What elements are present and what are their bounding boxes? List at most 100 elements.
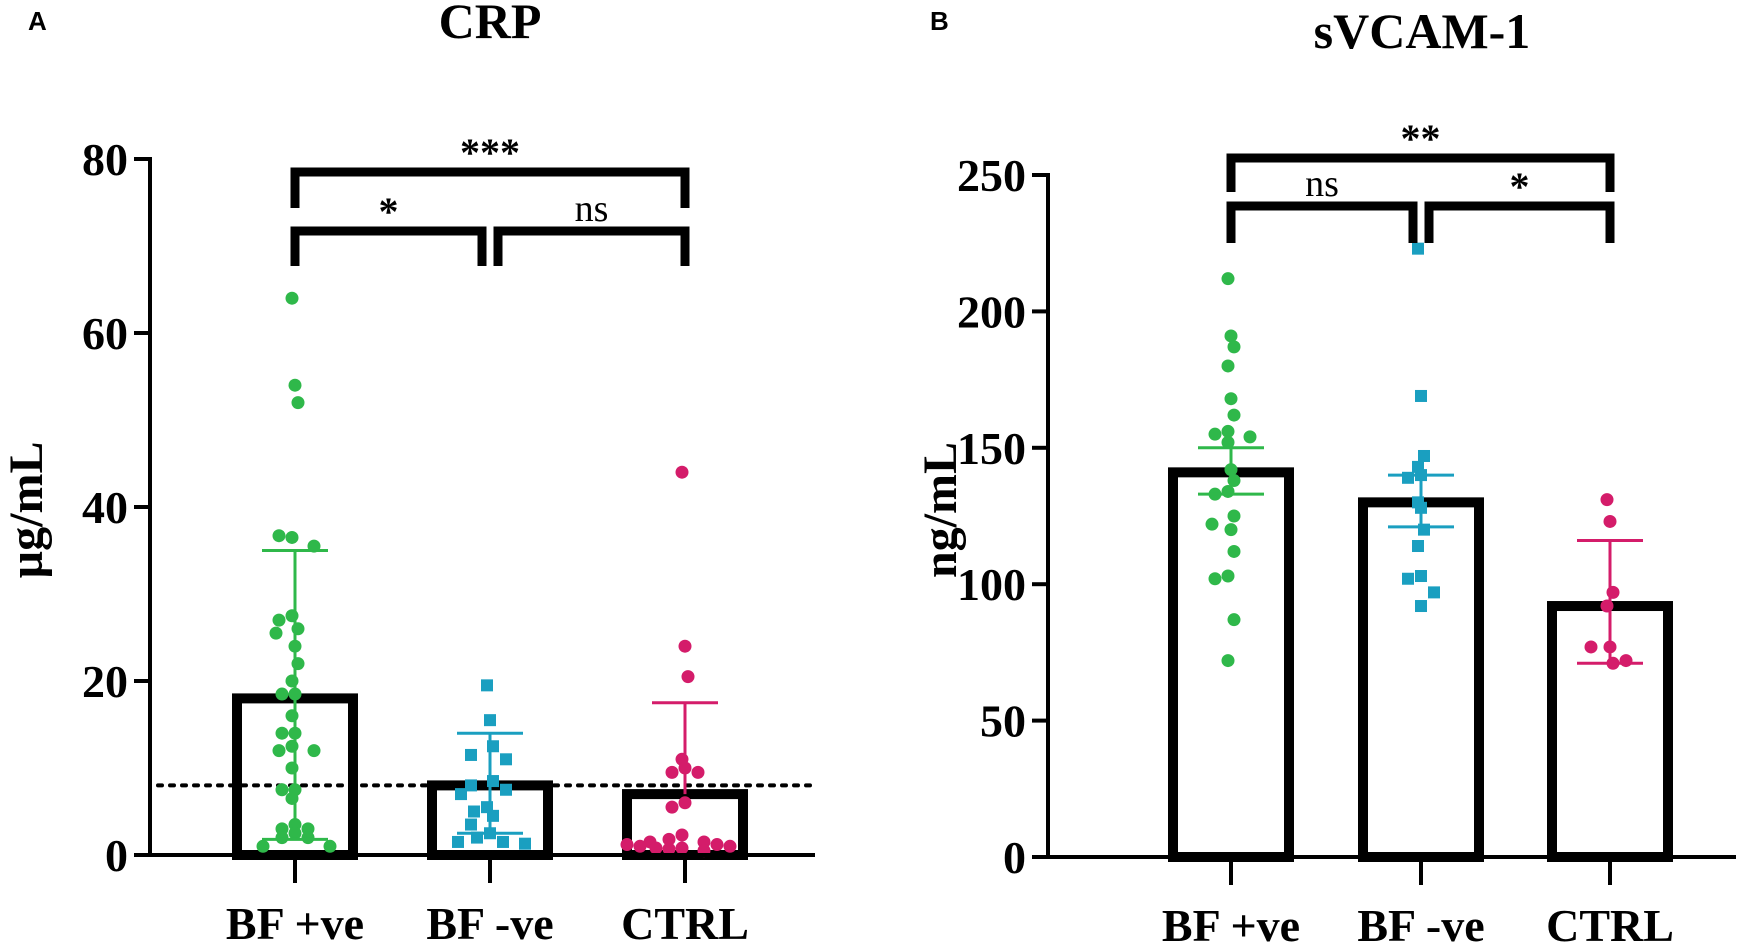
data-point	[288, 378, 302, 392]
data-point	[465, 779, 477, 792]
data-point	[1227, 544, 1241, 558]
y-tick-label: 100	[957, 559, 1026, 610]
significance-label: ns	[1305, 163, 1339, 205]
data-point	[1224, 392, 1238, 406]
data-point	[1221, 569, 1235, 583]
significance-label: ns	[575, 188, 609, 230]
data-point	[285, 739, 299, 753]
x-tick-label: CTRL	[621, 898, 749, 946]
data-point	[484, 714, 496, 727]
data-point	[633, 839, 647, 853]
y-tick-label: 150	[957, 423, 1026, 474]
data-point	[665, 765, 679, 779]
data-point	[662, 832, 676, 846]
data-point	[1243, 430, 1257, 444]
data-point	[285, 709, 299, 723]
significance-bracket	[1226, 153, 1615, 192]
data-point	[1221, 484, 1235, 498]
y-tick-label: 250	[957, 150, 1026, 201]
data-point	[1584, 640, 1598, 654]
y-tick-label: 0	[105, 830, 128, 881]
data-point	[1227, 408, 1241, 422]
y-axis-label: µg/mL	[0, 442, 53, 579]
y-tick-label: 80	[82, 134, 128, 185]
data-point	[678, 796, 692, 810]
data-point	[1221, 272, 1235, 286]
significance-bracket	[1424, 201, 1615, 243]
data-point	[1600, 493, 1614, 507]
data-point	[500, 783, 512, 796]
data-point	[1227, 613, 1241, 627]
significance-bracket	[290, 167, 690, 208]
data-point	[723, 839, 737, 853]
data-point	[691, 765, 705, 779]
significance-label: *	[379, 189, 399, 234]
data-point	[1412, 540, 1424, 553]
data-point	[272, 529, 286, 543]
data-point	[275, 783, 289, 797]
y-axis-label: ng/mL	[914, 442, 967, 578]
data-point	[275, 726, 289, 740]
data-point	[285, 609, 299, 623]
data-point	[665, 800, 679, 814]
data-point	[465, 748, 477, 761]
data-point	[272, 744, 286, 758]
data-point	[301, 831, 315, 845]
data-point	[1208, 427, 1222, 441]
data-point	[1402, 572, 1414, 585]
data-point	[681, 670, 695, 684]
data-point	[307, 744, 321, 758]
data-point	[256, 839, 270, 853]
x-tick-label: BF -ve	[1357, 900, 1484, 946]
data-point	[1600, 599, 1614, 613]
y-tick-label: 50	[980, 696, 1026, 747]
data-point	[285, 791, 299, 805]
chart-title: CRP	[439, 0, 542, 49]
data-point	[452, 835, 464, 848]
data-point	[1619, 654, 1633, 668]
data-point	[1208, 572, 1222, 586]
data-point	[1221, 424, 1235, 438]
bar-1	[1358, 497, 1484, 862]
x-tick-label: BF +ve	[1162, 900, 1300, 946]
data-point	[1224, 329, 1238, 343]
panel-label: A	[28, 6, 47, 36]
data-point	[620, 838, 634, 852]
data-point	[455, 788, 467, 801]
data-point	[291, 396, 305, 410]
data-point	[285, 530, 299, 544]
y-tick-label: 40	[82, 482, 128, 533]
data-point	[285, 291, 299, 305]
data-point	[1418, 449, 1430, 462]
data-point	[1606, 585, 1620, 599]
data-point	[275, 831, 289, 845]
data-point	[1415, 389, 1427, 402]
data-point	[710, 838, 724, 852]
data-point	[678, 639, 692, 653]
chart-title: sVCAM-1	[1314, 3, 1531, 59]
significance-label: **	[1401, 116, 1441, 161]
data-point	[675, 465, 689, 479]
data-point	[1412, 242, 1424, 255]
data-point	[1227, 340, 1241, 354]
data-point	[285, 674, 299, 688]
data-point	[1221, 435, 1235, 449]
data-point	[465, 818, 477, 831]
data-point	[675, 841, 689, 855]
significance-bracket	[290, 226, 487, 266]
data-point	[1415, 570, 1427, 583]
data-point	[269, 626, 283, 640]
data-point	[1428, 586, 1440, 599]
data-point	[1603, 514, 1617, 528]
y-tick-label: 60	[82, 308, 128, 359]
data-point	[1415, 600, 1427, 613]
significance-bracket	[493, 226, 690, 266]
data-point	[481, 679, 493, 692]
data-point	[662, 842, 676, 856]
data-point	[497, 835, 509, 848]
data-point	[291, 622, 305, 636]
data-point	[275, 687, 289, 701]
x-tick-label: BF -ve	[426, 898, 553, 946]
